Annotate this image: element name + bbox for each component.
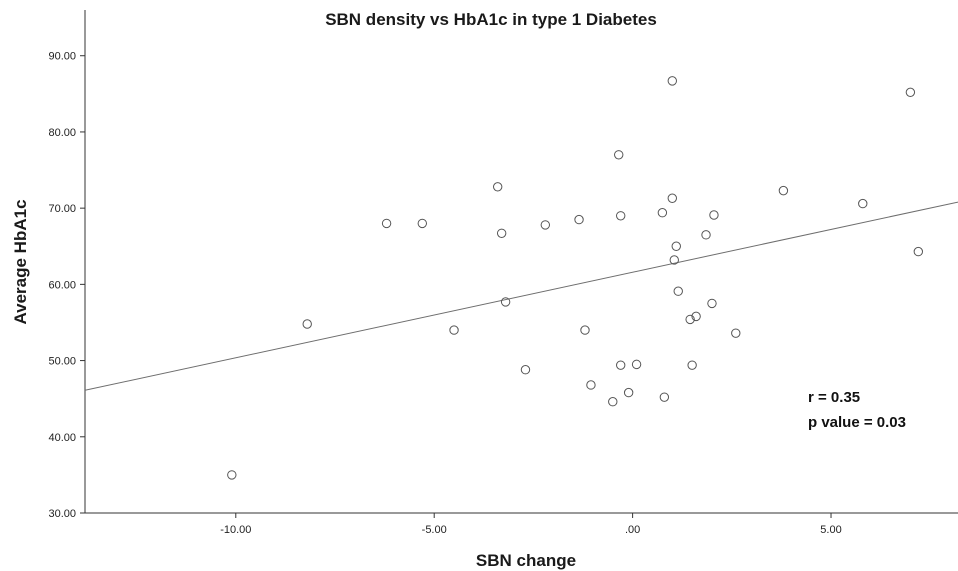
data-point [500, 297, 511, 307]
y-tick-label: 30.00 [48, 508, 76, 520]
data-point [691, 311, 701, 322]
data-point [623, 387, 634, 398]
data-point [496, 228, 507, 239]
data-point [669, 255, 679, 265]
data-point [449, 325, 459, 335]
data-point [701, 230, 711, 240]
data-point [913, 246, 924, 257]
data-point [778, 185, 789, 196]
data-point [667, 76, 677, 86]
data-point [417, 218, 427, 229]
data-point [302, 319, 312, 329]
data-point [687, 360, 697, 370]
data-points [227, 76, 924, 480]
regression-line [84, 201, 958, 391]
data-point [731, 328, 741, 338]
data-point [858, 198, 868, 209]
y-axis-label: Average HbA1c [11, 199, 30, 324]
y-tick-label: 60.00 [48, 279, 76, 291]
data-point [608, 397, 618, 407]
data-point [520, 365, 531, 375]
data-point [631, 359, 642, 370]
data-point [616, 211, 626, 221]
data-point [614, 150, 624, 160]
data-point [667, 193, 677, 203]
x-tick-label: -5.00 [422, 524, 447, 536]
correlation-annotation: r = 0.35 [808, 389, 860, 406]
data-point [586, 380, 596, 390]
x-axis-ticks: -10.00 -5.00 .00 5.00 [220, 513, 842, 536]
data-point [671, 241, 681, 251]
x-tick-label: .00 [625, 524, 640, 536]
data-point [709, 210, 719, 220]
y-tick-label: 80.00 [48, 127, 76, 139]
data-point [659, 392, 670, 402]
data-point [540, 220, 551, 230]
plot-area: 30.00 40.00 50.00 60.00 70.00 80.00 90.00 -10.… [48, 10, 958, 536]
y-tick-label: 50.00 [48, 356, 76, 368]
y-axis-ticks: 30.00 40.00 50.00 60.00 70.00 80.00 90.00 [48, 51, 85, 520]
data-point [673, 286, 683, 296]
chart-title: SBN density vs HbA1c in type 1 Diabetes [325, 10, 657, 29]
y-tick-label: 70.00 [48, 203, 76, 215]
data-point [616, 360, 626, 370]
data-point [492, 182, 503, 192]
data-point [657, 208, 668, 218]
data-point [707, 298, 717, 309]
x-tick-label: -10.00 [220, 524, 251, 536]
x-axis-label: SBN change [476, 551, 576, 570]
data-point [227, 470, 237, 480]
y-tick-label: 40.00 [48, 432, 76, 444]
p-value-annotation: p value = 0.03 [808, 414, 906, 431]
data-point [685, 314, 695, 325]
data-point [381, 218, 392, 229]
data-point [580, 325, 590, 335]
data-point [905, 87, 916, 98]
x-tick-label: 5.00 [820, 524, 841, 536]
y-tick-label: 90.00 [48, 51, 76, 63]
data-point [574, 214, 584, 225]
